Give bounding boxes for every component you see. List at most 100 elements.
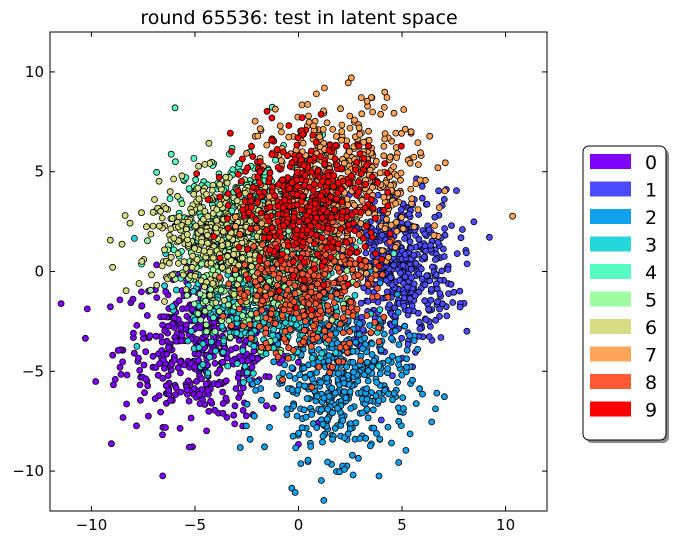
point bbox=[219, 312, 227, 320]
legend-swatch-0 bbox=[590, 154, 631, 169]
point bbox=[207, 338, 215, 346]
point bbox=[410, 153, 418, 161]
point bbox=[148, 271, 155, 279]
point bbox=[300, 162, 308, 169]
point bbox=[204, 231, 211, 239]
point bbox=[435, 204, 443, 212]
point bbox=[441, 225, 449, 232]
point bbox=[268, 136, 276, 144]
point bbox=[243, 400, 251, 408]
point bbox=[304, 101, 312, 108]
point bbox=[247, 225, 255, 233]
point bbox=[256, 286, 264, 294]
point bbox=[321, 160, 329, 168]
point bbox=[448, 222, 455, 230]
point bbox=[219, 348, 227, 356]
point bbox=[257, 265, 265, 273]
point bbox=[386, 230, 394, 238]
point bbox=[314, 167, 322, 175]
point bbox=[82, 334, 89, 342]
point bbox=[263, 283, 271, 291]
point bbox=[393, 154, 400, 162]
point bbox=[341, 388, 348, 396]
point bbox=[395, 355, 402, 363]
point bbox=[248, 263, 255, 270]
point bbox=[233, 314, 241, 322]
point bbox=[308, 306, 316, 314]
point bbox=[161, 327, 169, 335]
point bbox=[310, 322, 318, 330]
point bbox=[237, 389, 245, 397]
point bbox=[130, 349, 138, 357]
point bbox=[356, 435, 364, 442]
point bbox=[262, 314, 270, 322]
point bbox=[428, 418, 436, 426]
point bbox=[119, 358, 126, 366]
point bbox=[241, 261, 249, 269]
point bbox=[347, 74, 355, 82]
point bbox=[457, 234, 465, 242]
point bbox=[308, 411, 316, 418]
point bbox=[319, 206, 327, 214]
point bbox=[422, 247, 430, 255]
point bbox=[331, 155, 339, 163]
point bbox=[326, 369, 334, 377]
point bbox=[356, 255, 364, 263]
point bbox=[217, 286, 225, 294]
point bbox=[407, 128, 415, 136]
point bbox=[196, 290, 204, 298]
point bbox=[327, 253, 335, 261]
point bbox=[289, 432, 297, 440]
legend-label-0: 0 bbox=[645, 152, 657, 174]
point bbox=[246, 435, 254, 443]
point bbox=[338, 253, 346, 260]
point bbox=[274, 210, 282, 218]
point bbox=[312, 138, 320, 146]
point bbox=[245, 376, 253, 384]
point bbox=[355, 178, 363, 186]
point bbox=[371, 318, 379, 326]
point bbox=[283, 405, 291, 413]
point bbox=[300, 312, 308, 320]
point bbox=[239, 406, 247, 414]
point bbox=[189, 287, 197, 295]
point bbox=[444, 266, 452, 273]
point bbox=[195, 391, 203, 398]
point bbox=[263, 259, 271, 267]
point bbox=[136, 381, 144, 389]
legend-swatch-8 bbox=[590, 374, 631, 389]
point bbox=[133, 422, 140, 430]
point bbox=[338, 128, 346, 135]
point bbox=[234, 374, 242, 382]
point bbox=[377, 346, 385, 354]
point bbox=[178, 172, 186, 180]
point bbox=[196, 400, 204, 408]
point bbox=[323, 244, 331, 252]
point bbox=[341, 465, 348, 473]
point bbox=[433, 389, 441, 397]
point bbox=[256, 158, 264, 166]
point bbox=[380, 142, 388, 150]
point bbox=[183, 386, 191, 394]
point bbox=[182, 286, 190, 294]
point bbox=[404, 340, 412, 348]
point bbox=[317, 477, 325, 484]
point bbox=[277, 256, 285, 264]
point bbox=[191, 244, 199, 252]
point bbox=[297, 460, 305, 468]
y-tick-label: 5 bbox=[34, 163, 44, 181]
point bbox=[212, 224, 220, 232]
point bbox=[330, 172, 338, 179]
point bbox=[204, 369, 212, 377]
point bbox=[239, 347, 247, 355]
point bbox=[416, 325, 424, 333]
point bbox=[362, 249, 370, 257]
point bbox=[386, 153, 394, 161]
point bbox=[159, 472, 167, 480]
point bbox=[135, 280, 143, 287]
point bbox=[340, 304, 348, 312]
point bbox=[315, 292, 323, 300]
point bbox=[403, 283, 411, 291]
point bbox=[332, 349, 340, 357]
